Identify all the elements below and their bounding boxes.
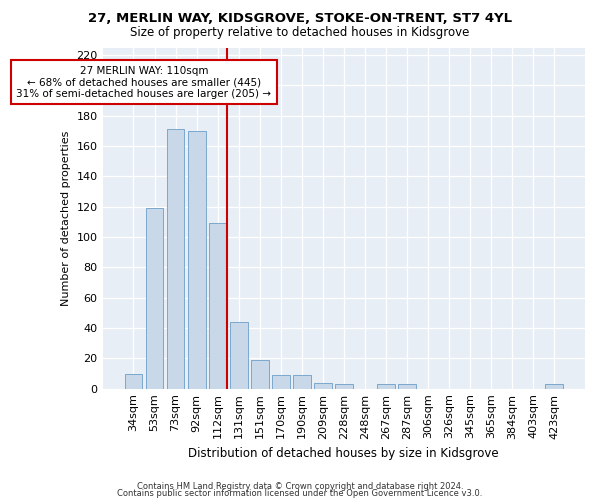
Bar [314, 382, 332, 388]
Bar [188, 131, 206, 388]
Bar [398, 384, 416, 388]
Bar [230, 322, 248, 388]
Bar [293, 375, 311, 388]
Bar [545, 384, 563, 388]
Bar [377, 384, 395, 388]
Text: Contains public sector information licensed under the Open Government Licence v3: Contains public sector information licen… [118, 490, 482, 498]
Text: 27 MERLIN WAY: 110sqm
← 68% of detached houses are smaller (445)
31% of semi-det: 27 MERLIN WAY: 110sqm ← 68% of detached … [16, 66, 271, 99]
Bar [209, 224, 227, 388]
Text: Size of property relative to detached houses in Kidsgrove: Size of property relative to detached ho… [130, 26, 470, 39]
X-axis label: Distribution of detached houses by size in Kidsgrove: Distribution of detached houses by size … [188, 447, 499, 460]
Bar [125, 374, 142, 388]
Bar [251, 360, 269, 388]
Text: 27, MERLIN WAY, KIDSGROVE, STOKE-ON-TRENT, ST7 4YL: 27, MERLIN WAY, KIDSGROVE, STOKE-ON-TREN… [88, 12, 512, 26]
Bar [272, 375, 290, 388]
Text: Contains HM Land Registry data © Crown copyright and database right 2024.: Contains HM Land Registry data © Crown c… [137, 482, 463, 491]
Y-axis label: Number of detached properties: Number of detached properties [61, 130, 71, 306]
Bar [335, 384, 353, 388]
Bar [167, 130, 184, 388]
Bar [146, 208, 163, 388]
